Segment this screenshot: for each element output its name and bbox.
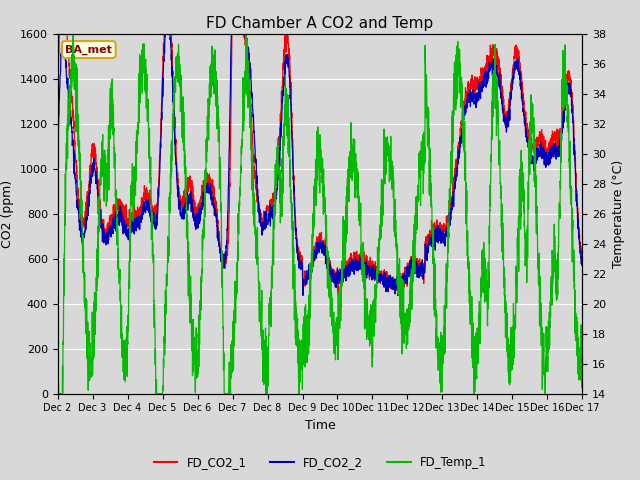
Y-axis label: Temperature (°C): Temperature (°C) — [612, 159, 625, 268]
Legend: FD_CO2_1, FD_CO2_2, FD_Temp_1: FD_CO2_1, FD_CO2_2, FD_Temp_1 — [149, 452, 491, 474]
X-axis label: Time: Time — [305, 419, 335, 432]
Title: FD Chamber A CO2 and Temp: FD Chamber A CO2 and Temp — [206, 16, 434, 31]
Text: BA_met: BA_met — [65, 44, 113, 55]
Y-axis label: CO2 (ppm): CO2 (ppm) — [1, 180, 14, 248]
